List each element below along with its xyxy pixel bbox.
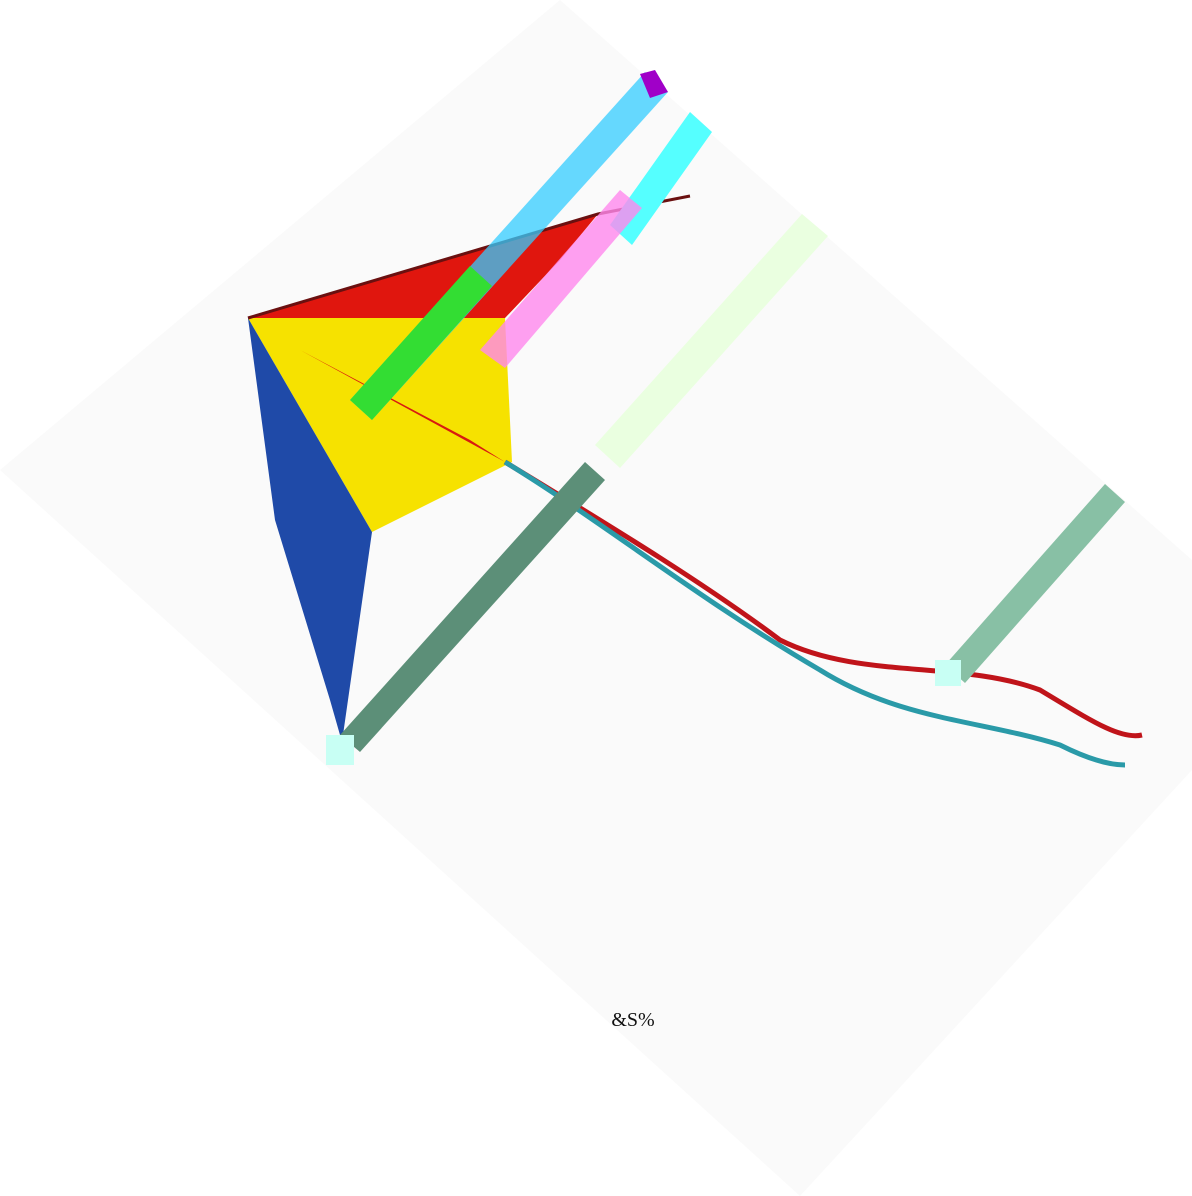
glitch-block	[935, 660, 961, 686]
glitch-block	[326, 735, 354, 765]
kite-yellow-sail	[248, 318, 512, 532]
glitch-band	[350, 266, 492, 420]
caption: &S%	[611, 1009, 654, 1031]
glitch-band	[945, 484, 1125, 683]
glitch-band	[340, 462, 605, 752]
glitch-block	[640, 70, 668, 98]
kite-blue-sail	[248, 318, 372, 742]
kite-tail-red	[503, 459, 1143, 739]
glitch-band	[480, 190, 642, 368]
kite-tail-teal	[503, 459, 1126, 768]
kite-red-stripe	[300, 350, 505, 462]
glitch-band	[595, 214, 828, 468]
